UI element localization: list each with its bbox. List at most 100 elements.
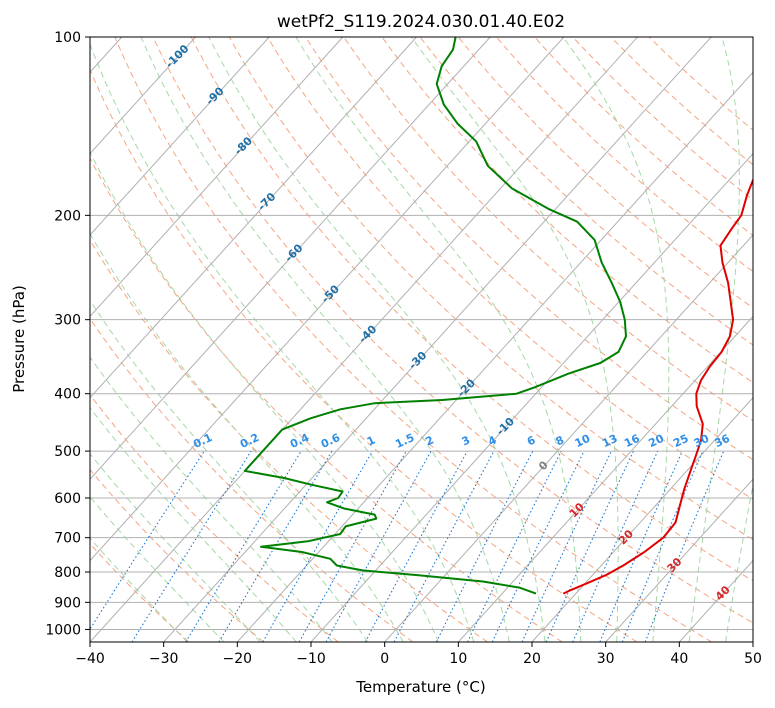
x-tick-label: −30 <box>149 651 179 667</box>
sounding-traces <box>243 37 753 595</box>
mixing-ratio-label: 8 <box>554 433 566 448</box>
y-axis-title: Pressure (hPa) <box>10 285 28 393</box>
isotherm-line <box>90 37 196 155</box>
dry-adiabat-line <box>496 37 753 273</box>
mixing-ratio-label: 10 <box>573 432 593 450</box>
mixing-ratio-label: 0.2 <box>238 431 261 451</box>
mixing-ratio-line <box>435 450 534 642</box>
mixing-ratio-label: 20 <box>647 432 667 450</box>
moist-adiabat-line <box>90 232 404 642</box>
isotherm-line <box>310 152 753 642</box>
mixing-ratio-label: 0.1 <box>191 431 214 451</box>
dry-adiabat-line <box>381 37 753 384</box>
dry-adiabat-line <box>90 68 638 642</box>
x-tick-label: 40 <box>670 651 688 667</box>
moist-adiabat-line <box>208 37 546 642</box>
dry-adiabat-line <box>90 157 563 642</box>
axis-ticks: −40 −30 −20 −10 0 10 20 30 40 5010020030040050060… <box>45 30 762 667</box>
x-axis-title: Temperature (°C) <box>355 678 485 696</box>
x-tick-label: 0 <box>380 651 389 667</box>
mixing-ratio-line <box>262 450 374 642</box>
mixing-ratio-label: 1 <box>365 433 377 448</box>
x-tick-label: 30 <box>597 651 615 667</box>
dry-adiabat-line <box>90 239 488 642</box>
mixing-ratio-line <box>393 450 495 642</box>
isotherm-line <box>163 37 712 642</box>
moist-adiabat-line <box>90 406 297 642</box>
line-labels: 0.1 0.2 0.4 0.6 1 1.5 2 3 4 6 8 10 13 16 20 25 30 36-100-… <box>163 42 733 603</box>
mixing-ratio-line <box>521 450 612 642</box>
y-tick-label: 400 <box>54 387 81 403</box>
background-grid <box>90 37 753 642</box>
moist-adiabat-line <box>688 37 740 642</box>
moist-adiabat-line <box>725 482 753 642</box>
mixing-ratio-line <box>325 450 432 642</box>
dry-adiabat-line <box>267 37 753 500</box>
mixing-ratio-line <box>572 450 659 642</box>
mixing-ratio-label: 0.4 <box>288 431 311 451</box>
y-tick-label: 600 <box>54 491 81 507</box>
isotherm-line <box>90 37 417 399</box>
temperature-profile-line <box>562 177 753 595</box>
dry-adiabat-line <box>114 37 712 642</box>
y-tick-label: 900 <box>54 595 81 611</box>
dewpoint-profile-line <box>243 37 627 595</box>
isotherm-line <box>457 315 753 642</box>
moist-adiabat-line <box>90 356 333 642</box>
y-tick-label: 100 <box>54 30 81 46</box>
mixing-ratio-line <box>545 450 634 642</box>
y-tick-label: 700 <box>54 531 81 547</box>
dry-adiabat-line <box>610 37 753 166</box>
x-tick-label: 10 <box>449 651 467 667</box>
y-tick-label: 500 <box>54 444 81 460</box>
mixing-ratio-line <box>644 450 725 642</box>
moist-adiabat-line <box>90 453 261 642</box>
isotherm-line <box>236 71 753 642</box>
mixing-ratio-line <box>90 450 205 631</box>
isotherm-line <box>90 37 344 318</box>
moist-adiabat-line <box>90 151 439 642</box>
mixing-ratio-line <box>491 450 585 642</box>
y-tick-label: 300 <box>54 313 81 329</box>
x-tick-label: 20 <box>523 651 541 667</box>
mixing-ratio-label: 30 <box>692 432 712 450</box>
dry-adiabat-line <box>90 543 190 642</box>
x-tick-label: −10 <box>296 651 326 667</box>
mixing-ratio-line <box>298 450 407 642</box>
mixing-ratio-label: 13 <box>600 432 619 450</box>
dry-adiabat-line <box>457 37 753 309</box>
moist-adiabat-line <box>295 37 582 642</box>
isotherm-line <box>752 641 753 642</box>
dry-adiabat-line <box>90 393 339 642</box>
moist-adiabat-line <box>90 299 369 642</box>
dry-adiabat-line <box>90 468 264 642</box>
moist-adiabat-line <box>410 37 619 642</box>
mixing-ratio-label: 36 <box>713 432 733 450</box>
chart-title: wetPf2_S119.2024.030.01.40.E02 <box>277 12 565 32</box>
x-tick-label: −20 <box>223 651 253 667</box>
isotherm-line <box>90 37 638 642</box>
mixing-ratio-line <box>364 450 468 642</box>
isotherm-line <box>90 37 491 480</box>
x-tick-label: 50 <box>744 651 762 667</box>
dry-adiabat-line <box>534 37 753 237</box>
plot-frame <box>89 36 754 643</box>
mixing-ratio-line <box>599 450 683 642</box>
moist-adiabat-line <box>90 42 475 642</box>
isotherm-line <box>384 234 753 642</box>
isotherm-line <box>605 478 753 642</box>
y-tick-label: 800 <box>54 565 81 581</box>
dry-adiabat-line <box>152 37 753 624</box>
y-tick-label: 200 <box>54 208 81 224</box>
moist-adiabat-line <box>140 37 510 642</box>
mixing-ratio-line <box>185 450 302 642</box>
isotherm-line <box>531 397 753 642</box>
mixing-ratio-line <box>467 450 562 642</box>
moist-adiabat-line <box>562 37 670 642</box>
isotherm-line <box>90 37 270 236</box>
moist-adiabat-line <box>90 496 225 642</box>
mixing-ratio-line <box>621 450 704 642</box>
dry-adiabat-line <box>190 37 753 582</box>
y-tick-label: 1000 <box>45 622 81 638</box>
